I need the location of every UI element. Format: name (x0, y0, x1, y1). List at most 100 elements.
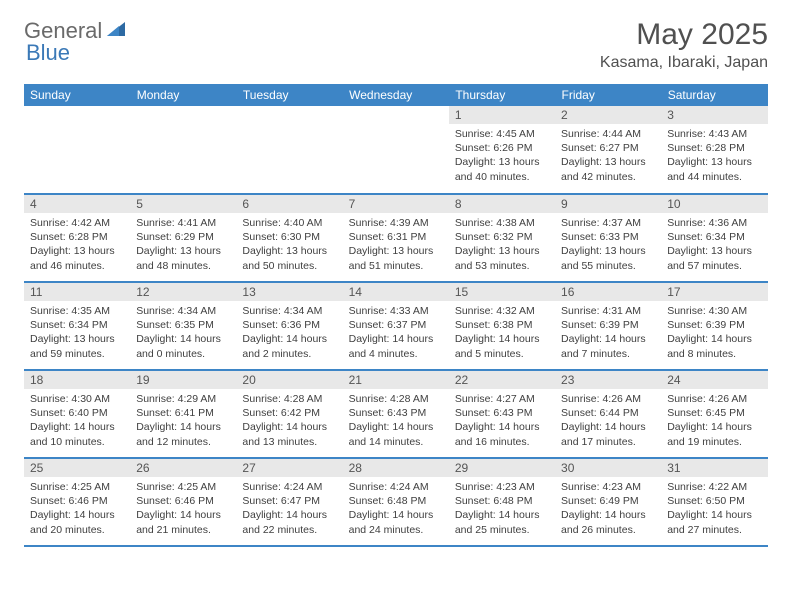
day-details: Sunrise: 4:26 AMSunset: 6:44 PMDaylight:… (555, 389, 661, 453)
weekday-header: Tuesday (236, 84, 342, 106)
calendar-cell: 9Sunrise: 4:37 AMSunset: 6:33 PMDaylight… (555, 194, 661, 282)
day-details: Sunrise: 4:26 AMSunset: 6:45 PMDaylight:… (661, 389, 767, 453)
calendar-row: 11Sunrise: 4:35 AMSunset: 6:34 PMDayligh… (24, 282, 768, 370)
calendar-table: SundayMondayTuesdayWednesdayThursdayFrid… (24, 84, 768, 547)
calendar-cell: 28Sunrise: 4:24 AMSunset: 6:48 PMDayligh… (343, 458, 449, 546)
day-details: Sunrise: 4:32 AMSunset: 6:38 PMDaylight:… (449, 301, 555, 365)
calendar-cell: 26Sunrise: 4:25 AMSunset: 6:46 PMDayligh… (130, 458, 236, 546)
header: General May 2025 Kasama, Ibaraki, Japan (24, 18, 768, 72)
calendar-cell: 23Sunrise: 4:26 AMSunset: 6:44 PMDayligh… (555, 370, 661, 458)
weekday-header: Thursday (449, 84, 555, 106)
calendar-cell: 21Sunrise: 4:28 AMSunset: 6:43 PMDayligh… (343, 370, 449, 458)
day-number: 7 (343, 195, 449, 213)
day-details: Sunrise: 4:24 AMSunset: 6:48 PMDaylight:… (343, 477, 449, 541)
day-details: Sunrise: 4:30 AMSunset: 6:40 PMDaylight:… (24, 389, 130, 453)
day-number: 18 (24, 371, 130, 389)
calendar-cell: 2Sunrise: 4:44 AMSunset: 6:27 PMDaylight… (555, 106, 661, 194)
day-details: Sunrise: 4:25 AMSunset: 6:46 PMDaylight:… (130, 477, 236, 541)
day-details: Sunrise: 4:44 AMSunset: 6:27 PMDaylight:… (555, 124, 661, 188)
day-details: Sunrise: 4:28 AMSunset: 6:43 PMDaylight:… (343, 389, 449, 453)
day-number: 20 (236, 371, 342, 389)
calendar-cell: 16Sunrise: 4:31 AMSunset: 6:39 PMDayligh… (555, 282, 661, 370)
day-number: 9 (555, 195, 661, 213)
sail-icon (105, 18, 127, 44)
calendar-cell: 15Sunrise: 4:32 AMSunset: 6:38 PMDayligh… (449, 282, 555, 370)
calendar-cell: 1Sunrise: 4:45 AMSunset: 6:26 PMDaylight… (449, 106, 555, 194)
day-number: 29 (449, 459, 555, 477)
day-details: Sunrise: 4:25 AMSunset: 6:46 PMDaylight:… (24, 477, 130, 541)
day-details: Sunrise: 4:37 AMSunset: 6:33 PMDaylight:… (555, 213, 661, 277)
calendar-cell: 12Sunrise: 4:34 AMSunset: 6:35 PMDayligh… (130, 282, 236, 370)
day-number: 24 (661, 371, 767, 389)
day-details: Sunrise: 4:43 AMSunset: 6:28 PMDaylight:… (661, 124, 767, 188)
day-number: 6 (236, 195, 342, 213)
weekday-header: Saturday (661, 84, 767, 106)
day-number: 26 (130, 459, 236, 477)
day-number: 19 (130, 371, 236, 389)
day-number: 25 (24, 459, 130, 477)
day-details: Sunrise: 4:24 AMSunset: 6:47 PMDaylight:… (236, 477, 342, 541)
calendar-cell: 25Sunrise: 4:25 AMSunset: 6:46 PMDayligh… (24, 458, 130, 546)
day-number: 12 (130, 283, 236, 301)
calendar-cell (236, 106, 342, 194)
day-number: 27 (236, 459, 342, 477)
calendar-cell: 7Sunrise: 4:39 AMSunset: 6:31 PMDaylight… (343, 194, 449, 282)
calendar-body: 1Sunrise: 4:45 AMSunset: 6:26 PMDaylight… (24, 106, 768, 546)
day-number: 16 (555, 283, 661, 301)
weekday-header: Wednesday (343, 84, 449, 106)
calendar-cell: 20Sunrise: 4:28 AMSunset: 6:42 PMDayligh… (236, 370, 342, 458)
calendar-cell: 22Sunrise: 4:27 AMSunset: 6:43 PMDayligh… (449, 370, 555, 458)
day-details: Sunrise: 4:34 AMSunset: 6:35 PMDaylight:… (130, 301, 236, 365)
day-details: Sunrise: 4:45 AMSunset: 6:26 PMDaylight:… (449, 124, 555, 188)
calendar-cell: 24Sunrise: 4:26 AMSunset: 6:45 PMDayligh… (661, 370, 767, 458)
day-number: 8 (449, 195, 555, 213)
calendar-cell: 30Sunrise: 4:23 AMSunset: 6:49 PMDayligh… (555, 458, 661, 546)
day-number: 22 (449, 371, 555, 389)
calendar-cell: 5Sunrise: 4:41 AMSunset: 6:29 PMDaylight… (130, 194, 236, 282)
day-details: Sunrise: 4:22 AMSunset: 6:50 PMDaylight:… (661, 477, 767, 541)
day-details: Sunrise: 4:41 AMSunset: 6:29 PMDaylight:… (130, 213, 236, 277)
calendar-cell: 17Sunrise: 4:30 AMSunset: 6:39 PMDayligh… (661, 282, 767, 370)
calendar-row: 18Sunrise: 4:30 AMSunset: 6:40 PMDayligh… (24, 370, 768, 458)
day-number: 13 (236, 283, 342, 301)
weekday-header: Sunday (24, 84, 130, 106)
calendar-cell (24, 106, 130, 194)
calendar-cell: 8Sunrise: 4:38 AMSunset: 6:32 PMDaylight… (449, 194, 555, 282)
day-number: 28 (343, 459, 449, 477)
day-details: Sunrise: 4:42 AMSunset: 6:28 PMDaylight:… (24, 213, 130, 277)
calendar-cell (130, 106, 236, 194)
weekday-row: SundayMondayTuesdayWednesdayThursdayFrid… (24, 84, 768, 106)
day-number: 11 (24, 283, 130, 301)
day-number: 4 (24, 195, 130, 213)
calendar-cell: 27Sunrise: 4:24 AMSunset: 6:47 PMDayligh… (236, 458, 342, 546)
day-details: Sunrise: 4:23 AMSunset: 6:48 PMDaylight:… (449, 477, 555, 541)
day-details: Sunrise: 4:30 AMSunset: 6:39 PMDaylight:… (661, 301, 767, 365)
day-number: 30 (555, 459, 661, 477)
day-number: 17 (661, 283, 767, 301)
calendar-cell: 18Sunrise: 4:30 AMSunset: 6:40 PMDayligh… (24, 370, 130, 458)
weekday-header: Monday (130, 84, 236, 106)
day-details: Sunrise: 4:29 AMSunset: 6:41 PMDaylight:… (130, 389, 236, 453)
day-number: 10 (661, 195, 767, 213)
day-number: 21 (343, 371, 449, 389)
location: Kasama, Ibaraki, Japan (600, 54, 768, 72)
day-number: 23 (555, 371, 661, 389)
day-details: Sunrise: 4:36 AMSunset: 6:34 PMDaylight:… (661, 213, 767, 277)
day-number: 3 (661, 106, 767, 124)
day-number: 5 (130, 195, 236, 213)
calendar-cell: 10Sunrise: 4:36 AMSunset: 6:34 PMDayligh… (661, 194, 767, 282)
day-details: Sunrise: 4:23 AMSunset: 6:49 PMDaylight:… (555, 477, 661, 541)
month-title: May 2025 (600, 18, 768, 52)
calendar-cell: 13Sunrise: 4:34 AMSunset: 6:36 PMDayligh… (236, 282, 342, 370)
calendar-cell: 3Sunrise: 4:43 AMSunset: 6:28 PMDaylight… (661, 106, 767, 194)
calendar-cell: 31Sunrise: 4:22 AMSunset: 6:50 PMDayligh… (661, 458, 767, 546)
calendar-row: 1Sunrise: 4:45 AMSunset: 6:26 PMDaylight… (24, 106, 768, 194)
day-number: 2 (555, 106, 661, 124)
calendar-row: 25Sunrise: 4:25 AMSunset: 6:46 PMDayligh… (24, 458, 768, 546)
day-details: Sunrise: 4:27 AMSunset: 6:43 PMDaylight:… (449, 389, 555, 453)
day-details: Sunrise: 4:38 AMSunset: 6:32 PMDaylight:… (449, 213, 555, 277)
day-details: Sunrise: 4:33 AMSunset: 6:37 PMDaylight:… (343, 301, 449, 365)
day-details: Sunrise: 4:31 AMSunset: 6:39 PMDaylight:… (555, 301, 661, 365)
calendar-cell: 6Sunrise: 4:40 AMSunset: 6:30 PMDaylight… (236, 194, 342, 282)
weekday-header: Friday (555, 84, 661, 106)
